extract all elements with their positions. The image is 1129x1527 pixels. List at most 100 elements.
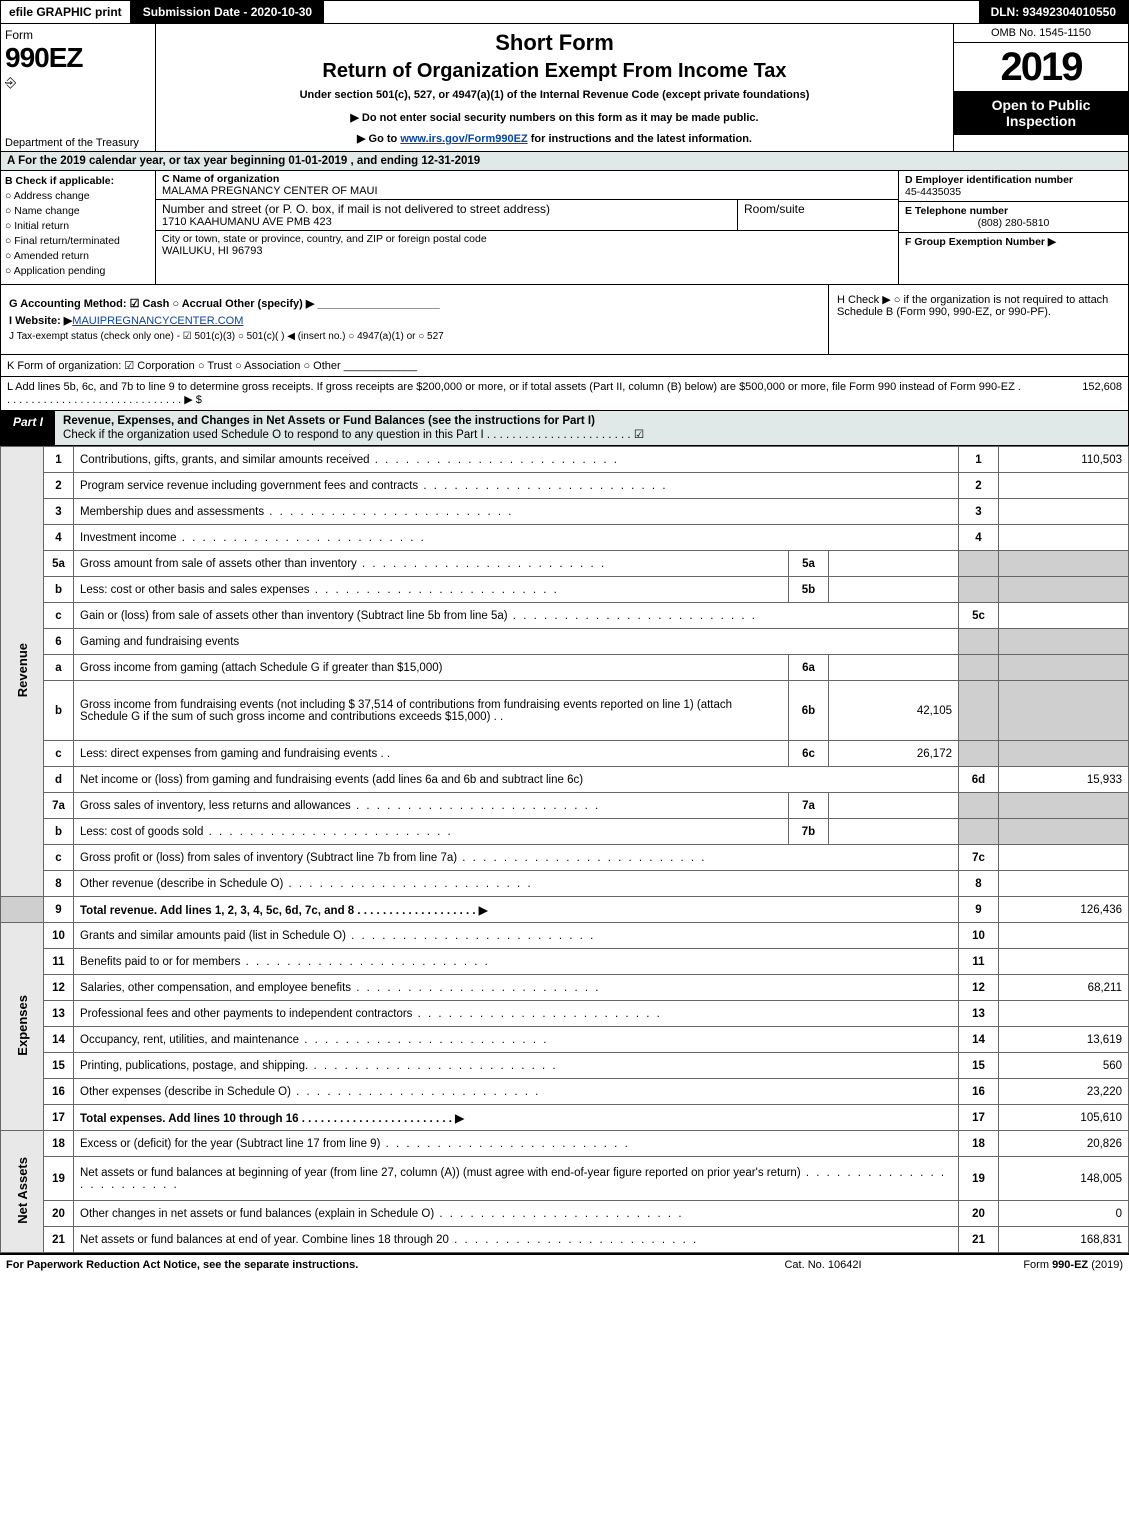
- grey-cell: [999, 793, 1129, 819]
- line-rno: 12: [959, 975, 999, 1001]
- line-desc: Gross profit or (loss) from sales of inv…: [80, 852, 706, 864]
- table-row: 2Program service revenue including gover…: [1, 473, 1129, 499]
- line-amt: 15,933: [999, 767, 1129, 793]
- header-subtitle-1: Under section 501(c), 527, or 4947(a)(1)…: [166, 89, 943, 101]
- line-amt: 168,831: [999, 1227, 1129, 1253]
- table-row: 14Occupancy, rent, utilities, and mainte…: [1, 1027, 1129, 1053]
- line-no: 20: [44, 1201, 74, 1227]
- line-amt: 23,220: [999, 1079, 1129, 1105]
- line-rno: 3: [959, 499, 999, 525]
- row-l-amount: 152,608: [1022, 381, 1122, 406]
- line-amt: 68,211: [999, 975, 1129, 1001]
- revenue-label: Revenue: [15, 643, 30, 697]
- table-row: cGain or (loss) from sale of assets othe…: [1, 603, 1129, 629]
- table-row: 12Salaries, other compensation, and empl…: [1, 975, 1129, 1001]
- irs-link[interactable]: www.irs.gov/Form990EZ: [400, 133, 527, 145]
- line-desc: Grants and similar amounts paid (list in…: [80, 930, 595, 942]
- table-row: 5aGross amount from sale of assets other…: [1, 551, 1129, 577]
- line-no: 14: [44, 1027, 74, 1053]
- part1-header: Part I Revenue, Expenses, and Changes in…: [0, 411, 1129, 446]
- line-no: 6: [44, 629, 74, 655]
- rows-g-through-j: G Accounting Method: ☑ Cash ○ Accrual Ot…: [0, 285, 1129, 355]
- line-desc: Professional fees and other payments to …: [80, 1008, 662, 1020]
- line-amt: 560: [999, 1053, 1129, 1079]
- form-number: 990EZ: [5, 42, 151, 74]
- open-public-badge: Open to Public Inspection: [954, 91, 1128, 135]
- sub-amt: [829, 577, 959, 603]
- line-desc: Gross income from gaming (attach Schedul…: [74, 655, 789, 681]
- line-amt: [999, 525, 1129, 551]
- footer-left: For Paperwork Reduction Act Notice, see …: [6, 1259, 723, 1271]
- line-amt: [999, 499, 1129, 525]
- row-k: K Form of organization: ☑ Corporation ○ …: [0, 355, 1129, 377]
- sub-lno: 7b: [789, 819, 829, 845]
- efile-label[interactable]: efile GRAPHIC print: [1, 1, 131, 23]
- box-b-header: B Check if applicable:: [5, 175, 151, 187]
- line-rno: 21: [959, 1227, 999, 1253]
- phone-label: E Telephone number: [905, 205, 1122, 217]
- expenses-label: Expenses: [15, 995, 30, 1056]
- line-desc: Membership dues and assessments: [80, 506, 513, 518]
- line-desc: Gaming and fundraising events: [74, 629, 959, 655]
- form-label: Form: [5, 28, 151, 42]
- boxes-def: D Employer identification number 45-4435…: [898, 171, 1128, 284]
- table-row: cLess: direct expenses from gaming and f…: [1, 741, 1129, 767]
- goto-pre: ▶ Go to: [357, 133, 400, 145]
- topbar-spacer: [324, 1, 978, 23]
- box-b: B Check if applicable: Address change Na…: [1, 171, 156, 284]
- line-rno: 18: [959, 1131, 999, 1157]
- grey-cell: [959, 629, 999, 655]
- room-label: Room/suite: [744, 202, 892, 216]
- chk-final-return[interactable]: Final return/terminated: [5, 235, 151, 247]
- line-rno: 4: [959, 525, 999, 551]
- line-no: 10: [44, 923, 74, 949]
- line-no: 11: [44, 949, 74, 975]
- line-desc: Other revenue (describe in Schedule O): [80, 878, 533, 890]
- website-link[interactable]: MAUIPREGNANCYCENTER.COM: [72, 315, 243, 327]
- sub-amt: [829, 551, 959, 577]
- line-rno: 20: [959, 1201, 999, 1227]
- part1-title: Revenue, Expenses, and Changes in Net As…: [55, 411, 1128, 445]
- table-row: 7aGross sales of inventory, less returns…: [1, 793, 1129, 819]
- chk-name-change[interactable]: Name change: [5, 205, 151, 217]
- line-no: b: [44, 577, 74, 603]
- line-amt: 13,619: [999, 1027, 1129, 1053]
- table-row: 20Other changes in net assets or fund ba…: [1, 1201, 1129, 1227]
- line-desc: Net assets or fund balances at end of ye…: [80, 1234, 698, 1246]
- line-amt: [999, 845, 1129, 871]
- sub-amt: [829, 793, 959, 819]
- table-row: Revenue 1Contributions, gifts, grants, a…: [1, 447, 1129, 473]
- line-no: 15: [44, 1053, 74, 1079]
- chk-amended-return[interactable]: Amended return: [5, 250, 151, 262]
- line-desc: Gross sales of inventory, less returns a…: [80, 800, 600, 812]
- grey-cell: [959, 655, 999, 681]
- line-no: 13: [44, 1001, 74, 1027]
- header-subtitle-2: ▶ Do not enter social security numbers o…: [166, 111, 943, 124]
- row-g-text: G Accounting Method: ☑ Cash ○ Accrual Ot…: [9, 298, 440, 310]
- line-no: 1: [44, 447, 74, 473]
- goto-post: for instructions and the latest informat…: [528, 133, 752, 145]
- line-no: 19: [44, 1157, 74, 1201]
- form-id-block: Form 990EZ ⎆ Department of the Treasury: [1, 24, 156, 151]
- sub-lno: 5a: [789, 551, 829, 577]
- sub-lno: 6c: [789, 741, 829, 767]
- submission-date: Submission Date - 2020-10-30: [131, 1, 324, 23]
- org-name: MALAMA PREGNANCY CENTER OF MAUI: [162, 185, 892, 197]
- table-row: bLess: cost of goods sold7b: [1, 819, 1129, 845]
- ein-label: D Employer identification number: [905, 174, 1122, 186]
- line-desc: Gross income from fundraising events (no…: [74, 681, 789, 741]
- line-rno: 10: [959, 923, 999, 949]
- box-c: C Name of organization MALAMA PREGNANCY …: [156, 171, 898, 284]
- chk-address-change[interactable]: Address change: [5, 190, 151, 202]
- line-no: 3: [44, 499, 74, 525]
- row-g: G Accounting Method: ☑ Cash ○ Accrual Ot…: [9, 297, 820, 310]
- chk-initial-return[interactable]: Initial return: [5, 220, 151, 232]
- line-no: 5a: [44, 551, 74, 577]
- grey-cell: [959, 741, 999, 767]
- short-form-title: Short Form: [166, 30, 943, 56]
- row-j: J Tax-exempt status (check only one) - ☑…: [9, 331, 820, 342]
- part1-title-text: Revenue, Expenses, and Changes in Net As…: [63, 415, 595, 427]
- chk-application-pending[interactable]: Application pending: [5, 265, 151, 277]
- line-amt: 110,503: [999, 447, 1129, 473]
- tax-year: 2019: [954, 43, 1128, 91]
